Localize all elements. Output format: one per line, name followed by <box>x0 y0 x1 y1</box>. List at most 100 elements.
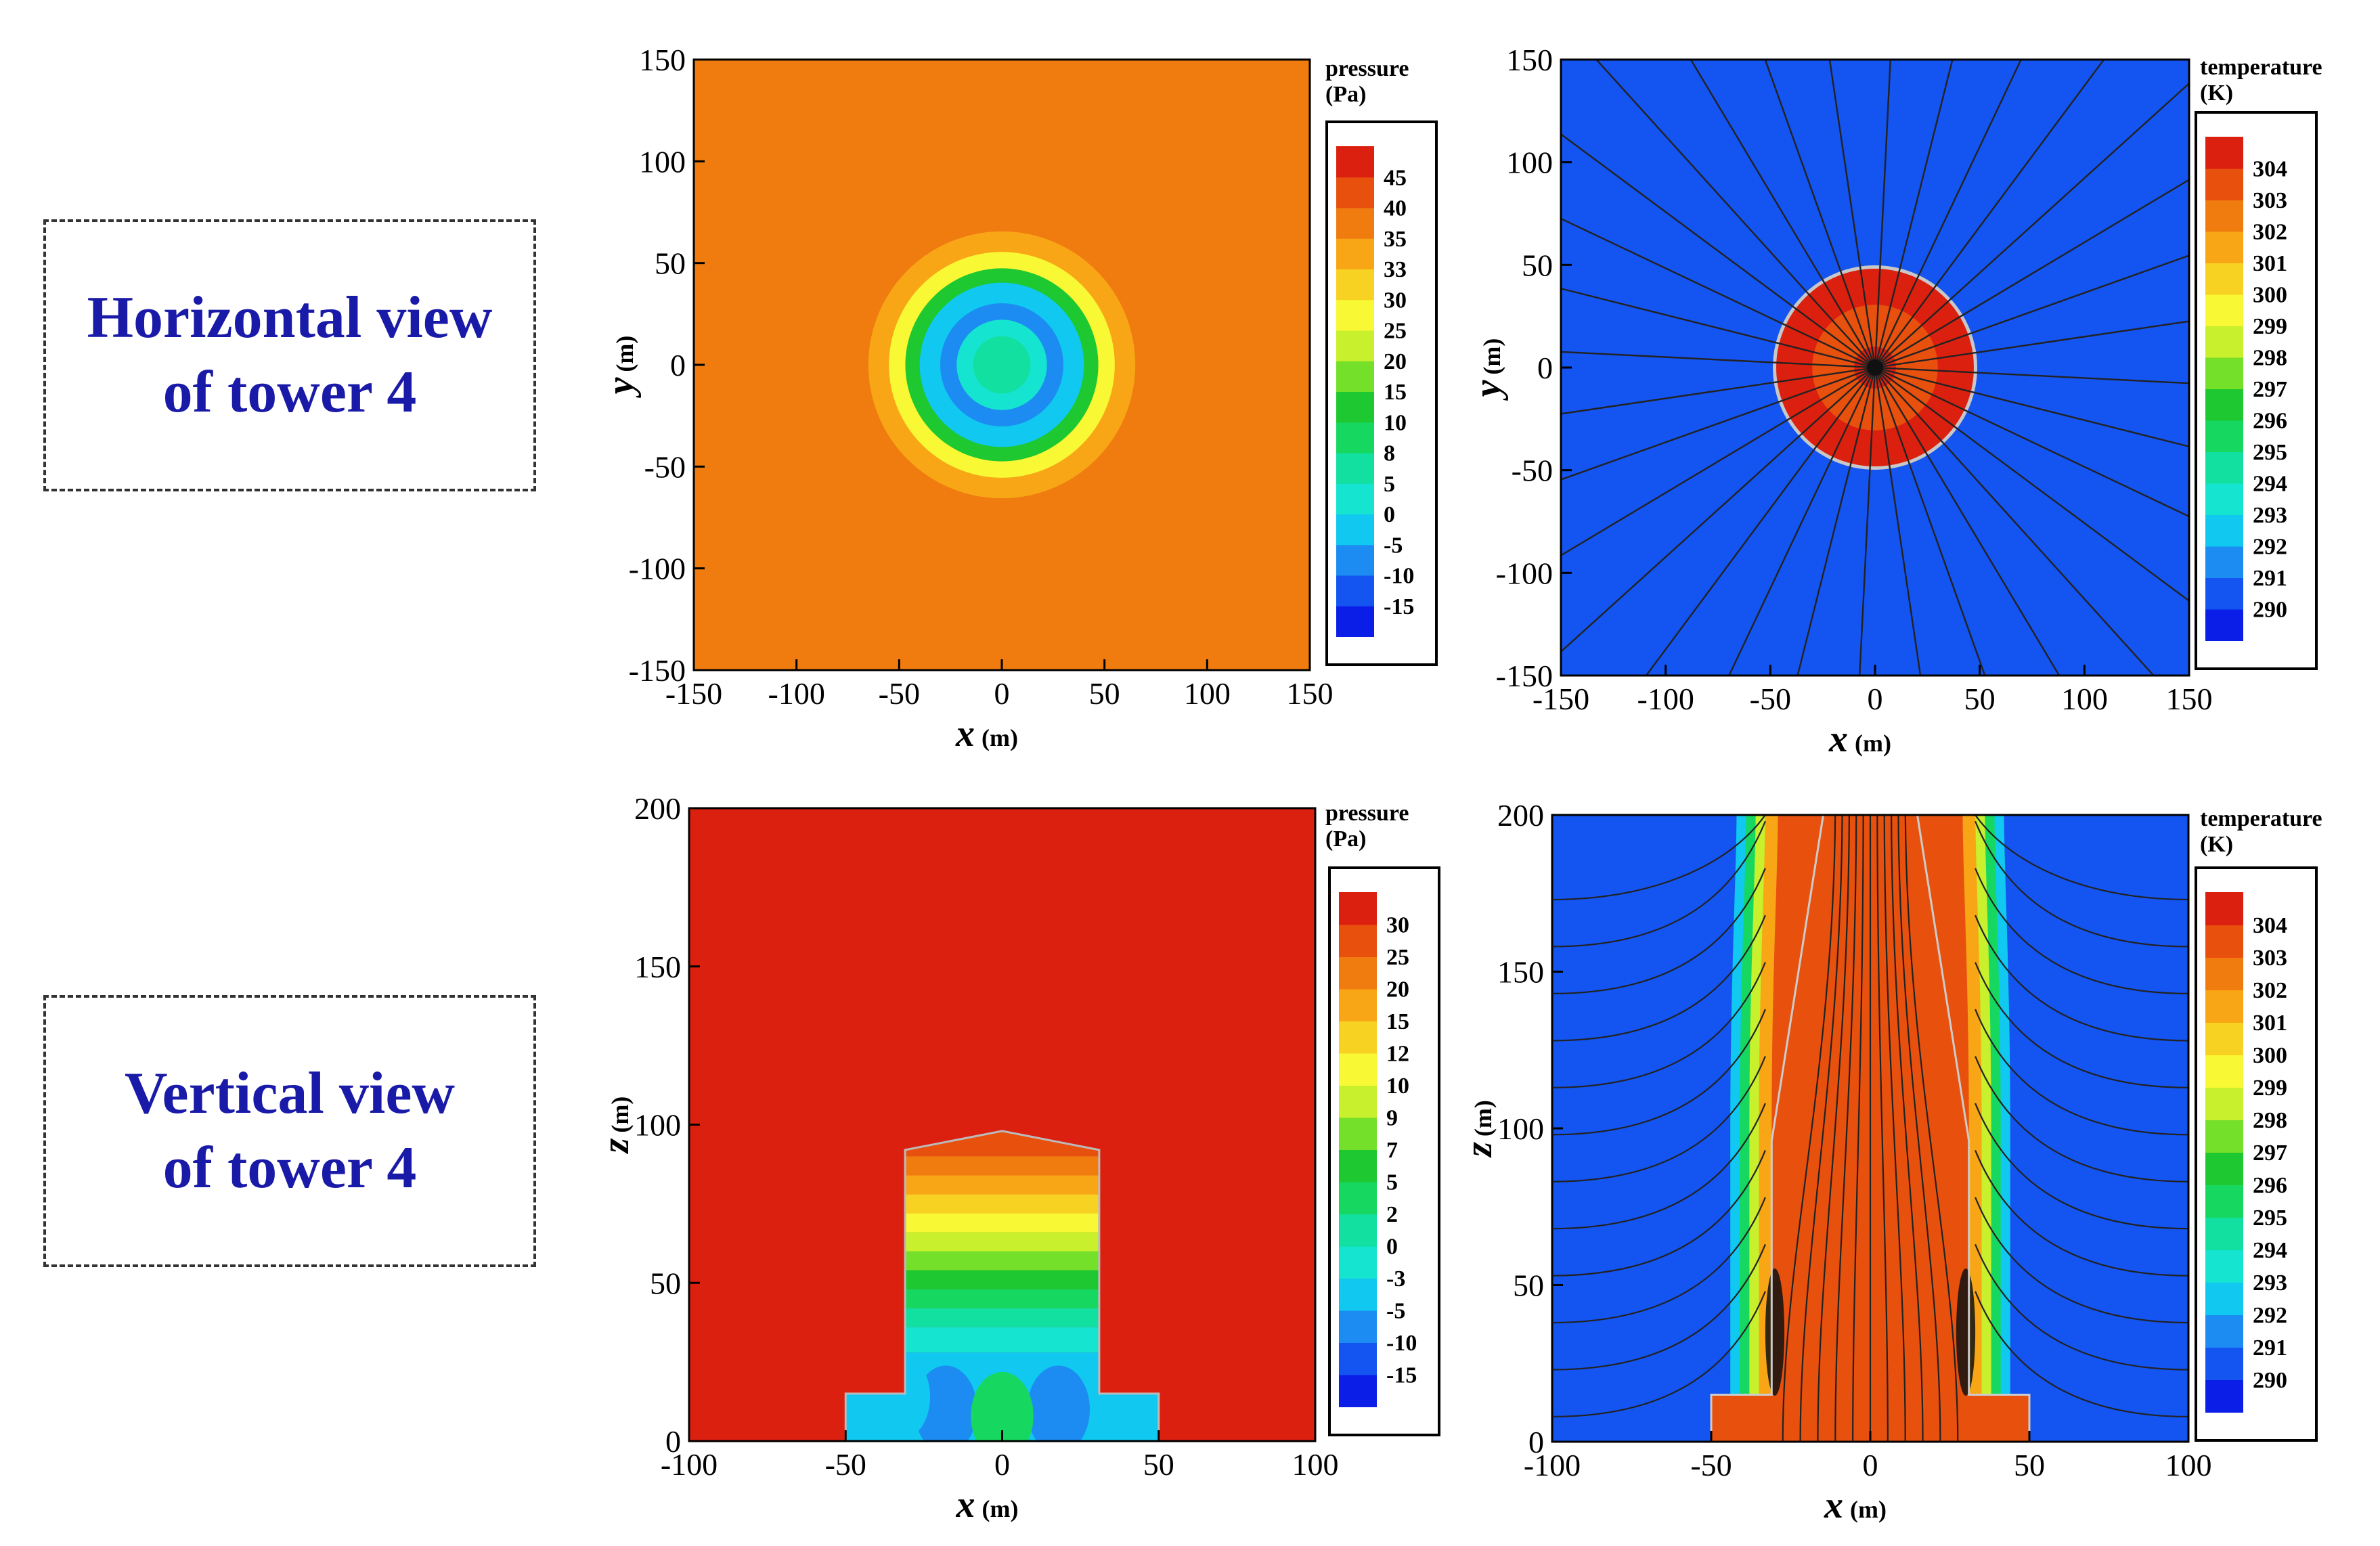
legend-tick-label: 291 <box>2253 1335 2287 1361</box>
legend-swatch <box>2205 1152 2243 1185</box>
legend-tick-label: -15 <box>1386 1363 1417 1388</box>
x-tick-label: 100 <box>2061 682 2108 716</box>
streamline-outer <box>1975 1103 2188 1230</box>
legend: temperature(K) 290 291 292 293 294 295 296 297 29… <box>2195 55 2322 670</box>
legend-swatch <box>2205 1120 2243 1153</box>
legend-swatch <box>1339 1181 1377 1214</box>
legend-swatch <box>2205 200 2243 232</box>
legend-swatch <box>1339 1021 1377 1054</box>
streamline-outer <box>1552 820 1766 948</box>
legend-tick-label: 33 <box>1384 257 1407 282</box>
legend-tick-label: 295 <box>2253 440 2287 465</box>
legend-swatch <box>2205 1379 2243 1413</box>
legend-tick-label: -15 <box>1384 594 1414 619</box>
y-tick-label: -50 <box>644 449 686 484</box>
legend-tick-label: 297 <box>2253 377 2287 402</box>
y-tick-label: 50 <box>1522 248 1553 282</box>
legend-swatch <box>2205 1282 2243 1315</box>
legend: pressure(Pa) -15 -10 -5 0 5 8 10 15 20 25 30 33 35 40 4… <box>1325 56 1438 666</box>
streamline-inner <box>1852 815 1864 1442</box>
streamline <box>1874 367 2061 676</box>
legend-swatch <box>1339 988 1377 1021</box>
legend: temperature(K) 290 291 292 293 294 295 296 297 29… <box>2195 806 2322 1442</box>
legend-swatch <box>1339 956 1377 990</box>
legend-swatch <box>1336 452 1374 484</box>
legend-swatch <box>1339 1245 1377 1279</box>
streamline-outer <box>1975 815 2188 901</box>
legend-tick-label: 298 <box>2253 346 2287 371</box>
legend-swatch <box>2205 389 2243 421</box>
plot-area <box>689 808 1315 1441</box>
legend-tick-label: 20 <box>1384 349 1407 374</box>
legend-unit: (Pa) <box>1325 82 1366 107</box>
plot-area <box>1552 815 2188 1442</box>
legend-swatch <box>2205 609 2243 641</box>
streamline <box>1828 60 1876 368</box>
streamline <box>1874 82 2189 368</box>
streamline-inner <box>1876 815 1889 1442</box>
streamline <box>1874 367 1922 676</box>
legend-swatch <box>1339 1342 1377 1375</box>
streamline <box>1874 366 2189 384</box>
streamline <box>1690 60 1876 368</box>
streamline <box>1561 366 1876 556</box>
legend-swatch <box>1336 605 1374 637</box>
legend-swatch <box>1336 391 1374 423</box>
x-tick-label: 0 <box>1868 682 1883 716</box>
row-label-horizontal-line2: of tower 4 <box>162 359 417 425</box>
streamline <box>1874 60 2023 368</box>
streamline-inner <box>1799 815 1843 1442</box>
streamline-inner <box>1834 815 1857 1442</box>
row-label-horizontal: Horizontal view of tower 4 <box>43 219 536 491</box>
pressure-pocket-0 <box>914 1365 977 1441</box>
legend-swatch <box>1339 1149 1377 1183</box>
legend-tick-label: 294 <box>2253 1238 2287 1263</box>
streamline-outer <box>1975 1149 2188 1277</box>
legend-tick-label: 301 <box>2253 1011 2287 1036</box>
legend-tick-label: 7 <box>1386 1138 1398 1163</box>
pressure-pocket-2 <box>971 1371 1034 1441</box>
y-axis-label: y(m) <box>1467 338 1509 401</box>
tower-outline <box>1773 265 1977 470</box>
legend-tick-label: 35 <box>1384 227 1407 252</box>
legend-swatch <box>1339 1085 1377 1118</box>
panel-vertical-temperature: -100 -50 0 50 100 0 50 100 150 200 x (m) z(m) tempera… <box>1458 798 2322 1526</box>
legend-swatch <box>2205 294 2243 326</box>
streamline <box>1561 366 1876 415</box>
x-tick-label: 100 <box>2165 1448 2212 1482</box>
legend-tick-label: 12 <box>1386 1042 1409 1067</box>
streamline <box>1561 367 1876 653</box>
streamline-outer <box>1552 1291 1766 1418</box>
legend-swatch <box>1336 299 1374 331</box>
x-axis-label: x (m) <box>1824 1484 1887 1526</box>
legend-swatch <box>2205 1315 2243 1348</box>
streamline <box>1874 60 1891 368</box>
y-tick-label: 0 <box>1528 1425 1544 1459</box>
y-tick-label: -150 <box>629 653 686 688</box>
y-tick-label: -100 <box>629 552 686 586</box>
legend-swatch <box>2205 263 2243 295</box>
legend-swatch <box>1339 1278 1377 1311</box>
legend-swatch <box>1339 1374 1377 1407</box>
legend-swatch <box>1336 146 1374 178</box>
legend-swatch <box>2205 1217 2243 1250</box>
y-tick-label: 100 <box>1497 1111 1544 1146</box>
legend-swatch <box>1339 1310 1377 1343</box>
legend-tick-label: 292 <box>2253 535 2287 560</box>
streamline-outer <box>1552 1009 1766 1136</box>
legend-tick-label: -10 <box>1384 564 1414 589</box>
legend-tick-label: 45 <box>1384 165 1407 190</box>
streamline <box>1797 367 1876 676</box>
legend-tick-label: 298 <box>2253 1108 2287 1133</box>
legend-tick-label: 296 <box>2253 409 2287 434</box>
row-label-horizontal-line1: Horizontal view <box>87 285 493 351</box>
dense-streamline-zone-1 <box>1956 1268 1976 1396</box>
streamline-outer <box>1552 1197 1766 1324</box>
legend-tick-label: 290 <box>2253 598 2287 623</box>
legend-swatch <box>1336 422 1374 454</box>
legend-swatch <box>1339 1117 1377 1150</box>
streamline-outer <box>1975 1056 2188 1183</box>
x-tick-label: -100 <box>1524 1448 1581 1482</box>
legend-tick-label: 299 <box>2253 314 2287 339</box>
